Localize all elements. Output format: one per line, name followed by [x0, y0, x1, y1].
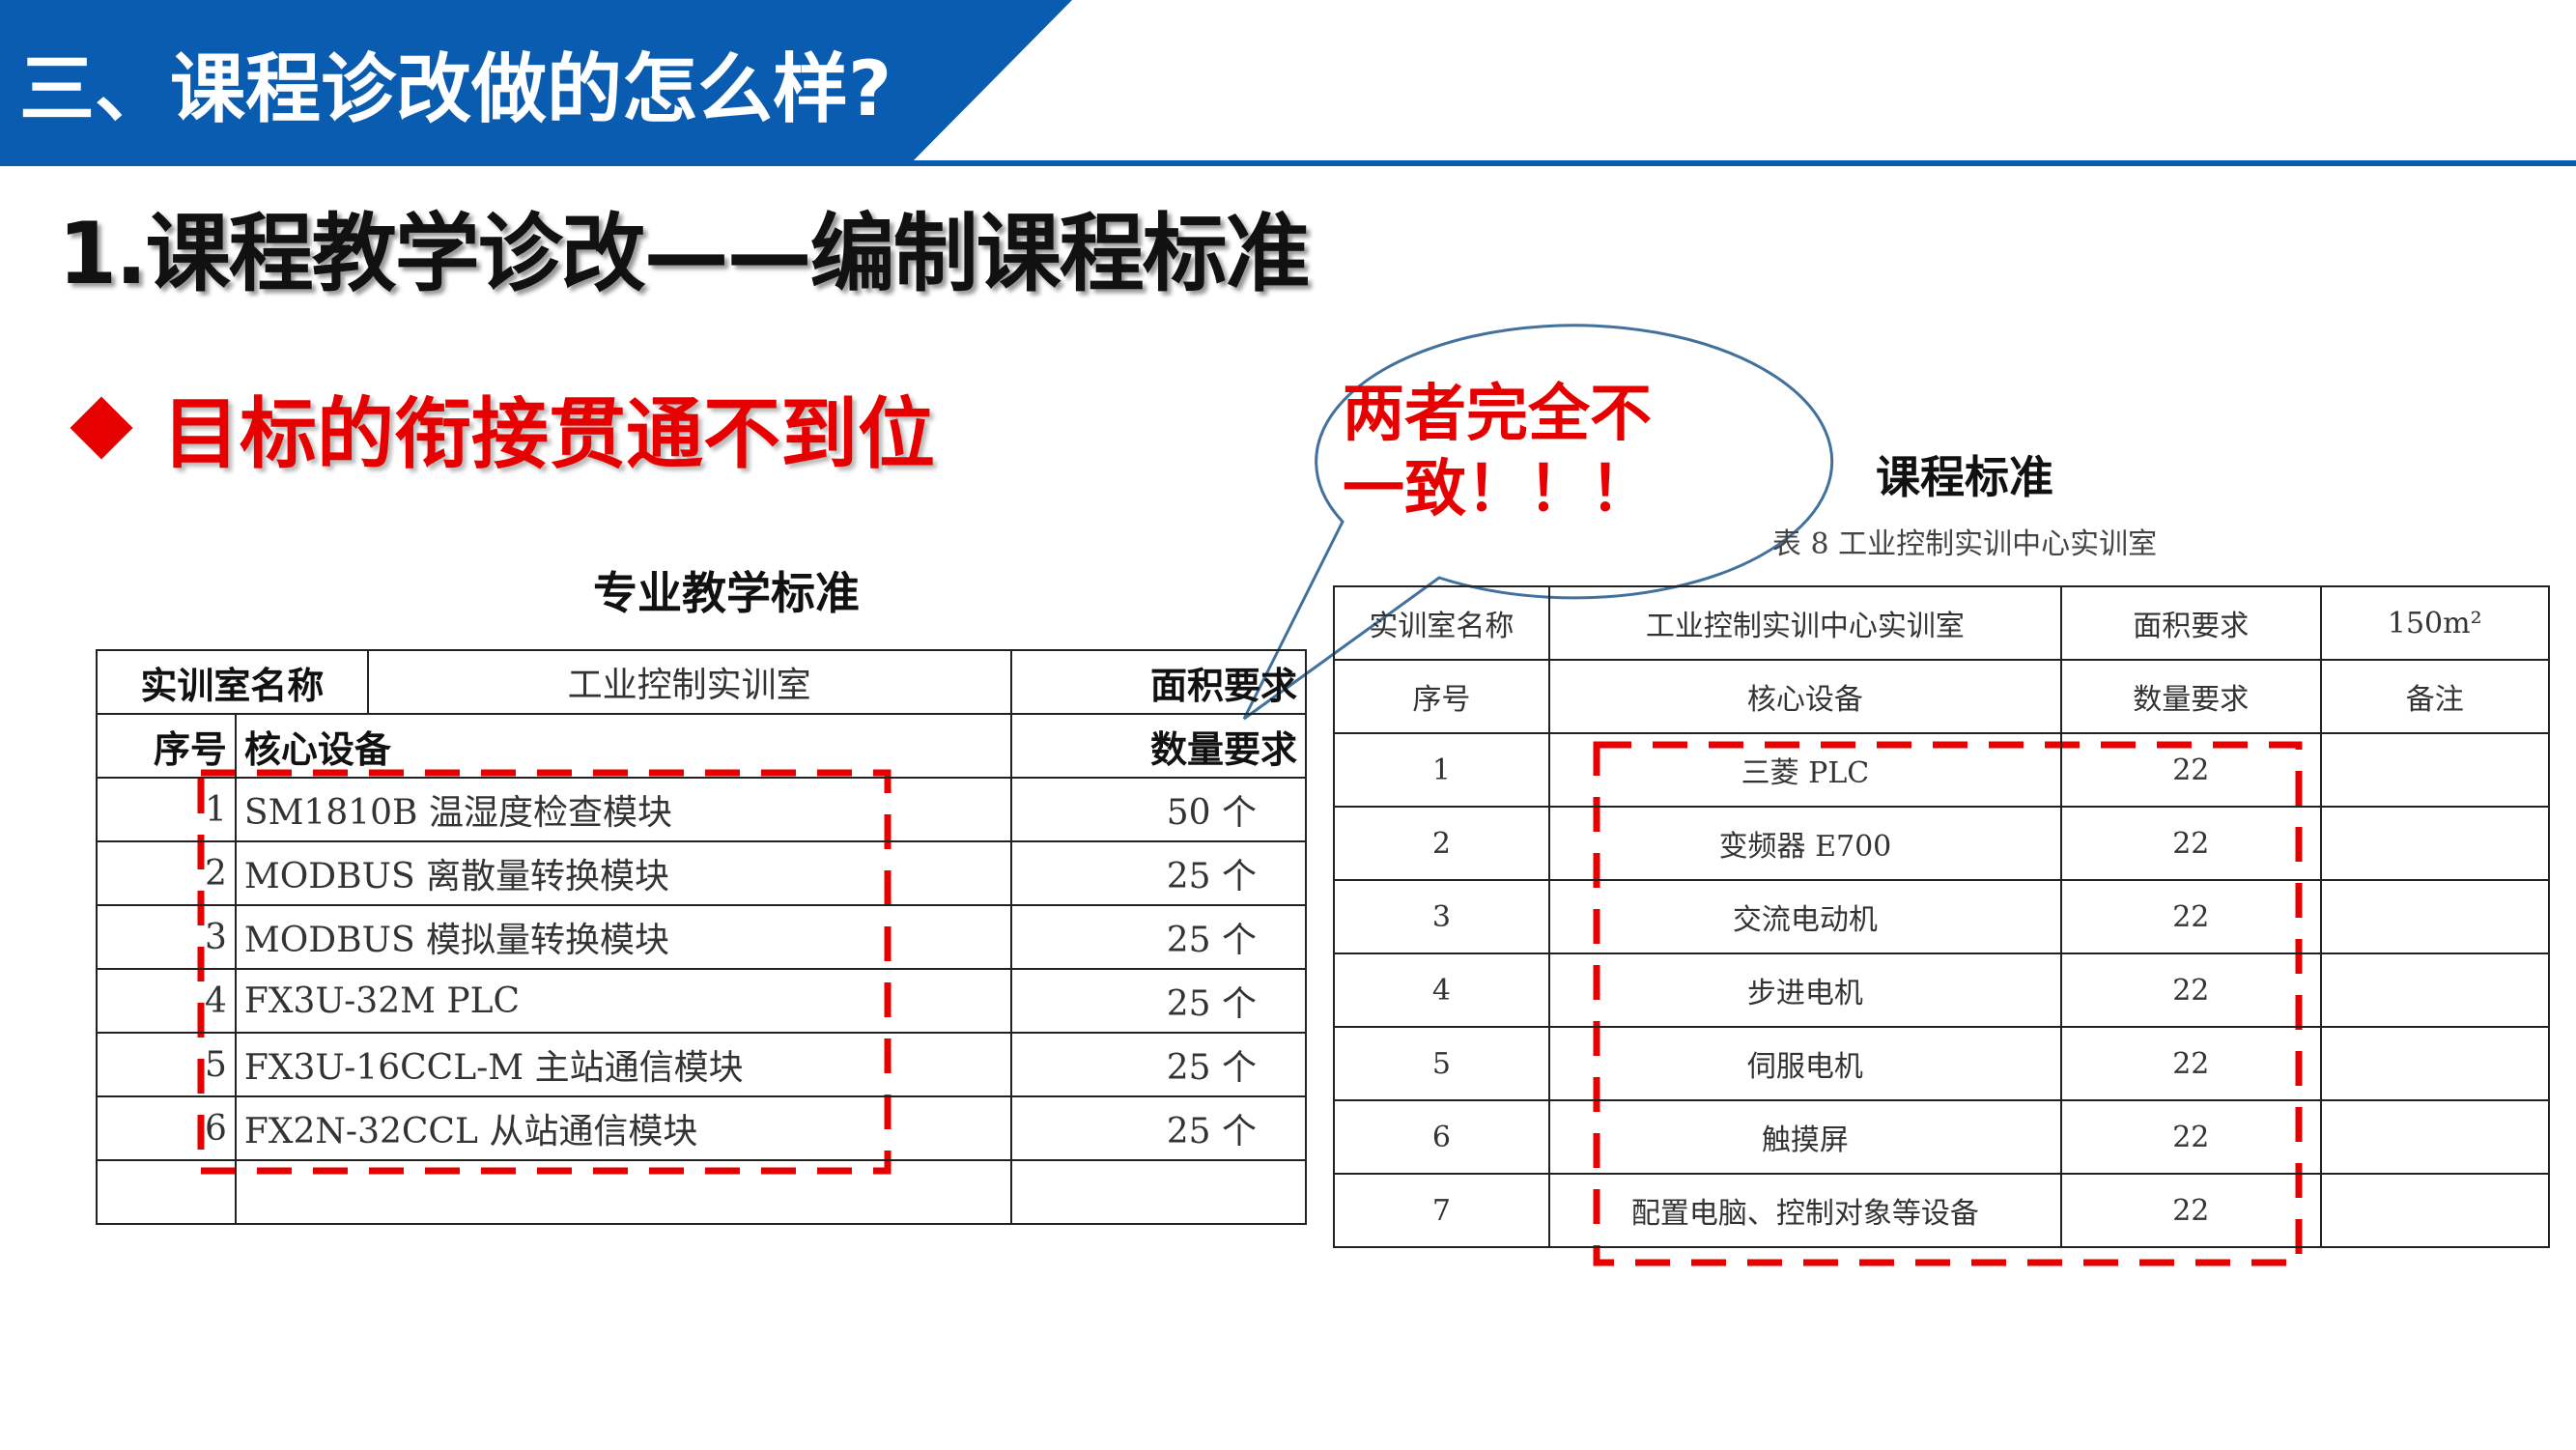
row-no: 7: [1333, 1173, 1550, 1248]
table-row: 4 FX3U-32M PLC 25 个: [96, 968, 1308, 1034]
row-device: FX2N-32CCL 从站通信模块: [234, 1095, 1012, 1161]
row-qty: 22: [2060, 1173, 2322, 1248]
table-row: 6 FX2N-32CCL 从站通信模块 25 个: [96, 1095, 1308, 1161]
table-row: 6 触摸屏 22: [1333, 1099, 2550, 1175]
row-no: 6: [1333, 1099, 1550, 1175]
row-device: MODBUS 离散量转换模块: [234, 840, 1012, 906]
right-area-label: 面积要求: [2060, 585, 2322, 661]
left-col-no: 序号: [96, 713, 237, 779]
empty-cell: [96, 1159, 237, 1225]
row-qty: 22: [2060, 1026, 2322, 1101]
table-row: 3 交流电动机 22: [1333, 879, 2550, 954]
row-no: 2: [1333, 806, 1550, 881]
row-qty: 22: [2060, 806, 2322, 881]
key-point-text: 目标的衔接贯通不到位: [162, 389, 935, 479]
bubble-line-1: 两者完全不: [1343, 379, 1652, 450]
row-qty: 22: [2060, 952, 2322, 1028]
empty-cell: [234, 1159, 1012, 1225]
table-row: 7 配置电脑、控制对象等设备 22: [1333, 1173, 2550, 1248]
row-device: FX3U-16CCL-M 主站通信模块: [234, 1032, 1012, 1097]
row-no: 4: [1333, 952, 1550, 1028]
right-col-no: 序号: [1333, 659, 1550, 734]
row-no: 5: [1333, 1026, 1550, 1101]
table-row: 1 SM1810B 温湿度检查模块 50 个: [96, 777, 1308, 842]
table-caption: 表 8 工业控制实训中心实训室: [1771, 527, 2158, 561]
row-device: 交流电动机: [1547, 879, 2063, 954]
row-qty: 25 个: [1009, 904, 1308, 970]
left-area-label: 面积要求: [1009, 649, 1308, 715]
row-qty: 22: [2060, 879, 2322, 954]
row-qty: 25 个: [1009, 1095, 1308, 1161]
row-device: 触摸屏: [1547, 1099, 2063, 1175]
row-qty: 25 个: [1009, 968, 1308, 1034]
right-area-value: 150m²: [2319, 585, 2550, 661]
row-qty: 25 个: [1009, 1032, 1308, 1097]
row-no: 2: [96, 840, 237, 906]
row-no: 6: [96, 1095, 237, 1161]
key-point: 目标的衔接贯通不到位: [68, 372, 935, 484]
row-device: 伺服电机: [1547, 1026, 2063, 1101]
right-room-label: 实训室名称: [1333, 585, 1550, 661]
row-no: 1: [96, 777, 237, 842]
empty-cell: [1009, 1159, 1308, 1225]
left-col-qty: 数量要求: [1009, 713, 1308, 779]
row-no: 1: [1333, 732, 1550, 808]
table-row: 3 MODBUS 模拟量转换模块 25 个: [96, 904, 1308, 970]
right-table-title: 课程标准: [1876, 451, 2053, 503]
left-room-value: 工业控制实训室: [366, 649, 1012, 715]
left-equipment-table: 实训室名称 工业控制实训室 面积要求 序号 核心设备 数量要求 1 SM1810…: [96, 649, 1308, 1225]
table-row: 4 步进电机 22: [1333, 952, 2550, 1028]
row-device: 三菱 PLC: [1547, 732, 2063, 808]
page-title: 1.课程教学诊改——编制课程标准: [58, 204, 1311, 303]
row-no: 3: [1333, 879, 1550, 954]
right-col-qty: 数量要求: [2060, 659, 2322, 734]
table-row: 2 MODBUS 离散量转换模块 25 个: [96, 840, 1308, 906]
header-rule: [908, 160, 2576, 166]
row-qty: 22: [2060, 732, 2322, 808]
row-note: [2319, 732, 2550, 808]
row-qty: 25 个: [1009, 840, 1308, 906]
header-band: [0, 0, 1072, 166]
row-note: [2319, 1026, 2550, 1101]
right-col-device: 核心设备: [1547, 659, 2063, 734]
row-qty: 50 个: [1009, 777, 1308, 842]
right-equipment-table: 实训室名称 工业控制实训中心实训室 面积要求 150m² 序号 核心设备 数量要…: [1333, 585, 2550, 1248]
section-title: 三、课程诊改做的怎么样?: [19, 46, 892, 133]
row-no: 4: [96, 968, 237, 1034]
row-note: [2319, 952, 2550, 1028]
row-no: 5: [96, 1032, 237, 1097]
row-note: [2319, 1099, 2550, 1175]
row-note: [2319, 879, 2550, 954]
row-device: MODBUS 模拟量转换模块: [234, 904, 1012, 970]
row-qty: 22: [2060, 1099, 2322, 1175]
left-room-label: 实训室名称: [96, 649, 369, 715]
row-device: FX3U-32M PLC: [234, 968, 1012, 1034]
bubble-text: 两者完全不 一致！！！: [1343, 377, 1652, 527]
row-device: 步进电机: [1547, 952, 2063, 1028]
bubble-line-2: 一致！！！: [1343, 454, 1652, 526]
table-row: 5 伺服电机 22: [1333, 1026, 2550, 1101]
row-device: 配置电脑、控制对象等设备: [1547, 1173, 2063, 1248]
left-col-device: 核心设备: [234, 713, 1012, 779]
row-note: [2319, 806, 2550, 881]
table-row: 1 三菱 PLC 22: [1333, 732, 2550, 808]
table-row: 5 FX3U-16CCL-M 主站通信模块 25 个: [96, 1032, 1308, 1097]
row-note: [2319, 1173, 2550, 1248]
right-room-value: 工业控制实训中心实训室: [1547, 585, 2063, 661]
left-table-title: 专业教学标准: [593, 567, 860, 619]
row-no: 3: [96, 904, 237, 970]
table-row: 2 变频器 E700 22: [1333, 806, 2550, 881]
row-device: 变频器 E700: [1547, 806, 2063, 881]
diamond-bullet-icon: [70, 396, 133, 460]
row-device: SM1810B 温湿度检查模块: [234, 777, 1012, 842]
right-col-note: 备注: [2319, 659, 2550, 734]
